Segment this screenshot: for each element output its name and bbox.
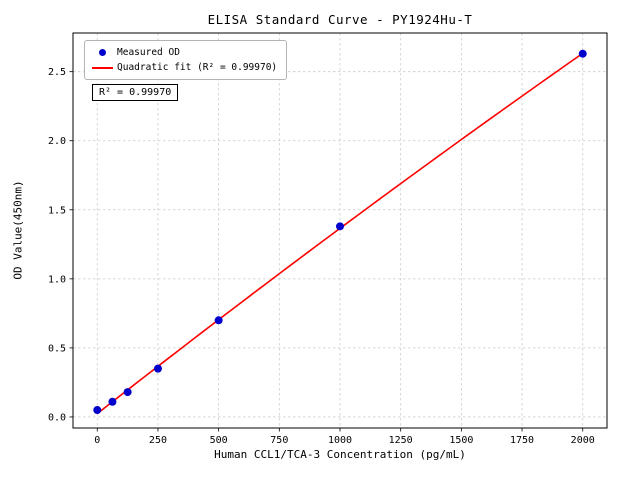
x-tick-label: 1250 (389, 435, 413, 446)
data-point (153, 364, 162, 373)
x-tick-label: 1750 (510, 435, 534, 446)
legend: Measured OD Quadratic fit (R² = 0.99970) (84, 40, 288, 80)
x-tick-label: 500 (210, 435, 228, 446)
data-point (108, 397, 117, 406)
data-point (336, 222, 344, 231)
chart-title: ELISA Standard Curve - PY1924Hu-T (207, 12, 473, 27)
y-tick-label: 2.0 (48, 136, 66, 147)
x-tick-label: 1000 (328, 435, 352, 446)
legend-entry-measured-od: Measured OD (92, 45, 277, 60)
x-tick-label: 250 (149, 435, 167, 446)
legend-label-measured-od: Measured OD (117, 47, 180, 58)
blue-dot-marker-icon (99, 49, 106, 56)
data-point (123, 388, 132, 397)
x-tick-label: 1500 (449, 435, 473, 446)
y-axis-label: OD Value(450nm) (11, 180, 25, 280)
y-tick-label: 0.0 (48, 412, 66, 423)
x-tick-label: 750 (270, 435, 288, 446)
red-line-marker-icon (92, 66, 113, 69)
data-point (578, 49, 587, 58)
y-tick-label: 0.5 (48, 343, 66, 354)
x-tick-label: 2000 (571, 435, 595, 446)
y-tick-label: 1.0 (48, 274, 66, 285)
r-squared-annotation: R² = 0.99970 (92, 84, 179, 101)
x-axis-label: Human CCL1/TCA-3 Concentration (pg/mL) (214, 448, 466, 461)
legend-label-quadratic-fit: Quadratic fit (R² = 0.99970) (117, 62, 278, 73)
data-point (214, 316, 223, 325)
y-tick-label: 2.5 (48, 67, 66, 78)
data-point (93, 406, 102, 415)
legend-entry-quadratic-fit: Quadratic fit (R² = 0.99970) (92, 60, 277, 75)
x-tick-label: 0 (94, 435, 100, 446)
y-tick-label: 1.5 (48, 205, 66, 216)
